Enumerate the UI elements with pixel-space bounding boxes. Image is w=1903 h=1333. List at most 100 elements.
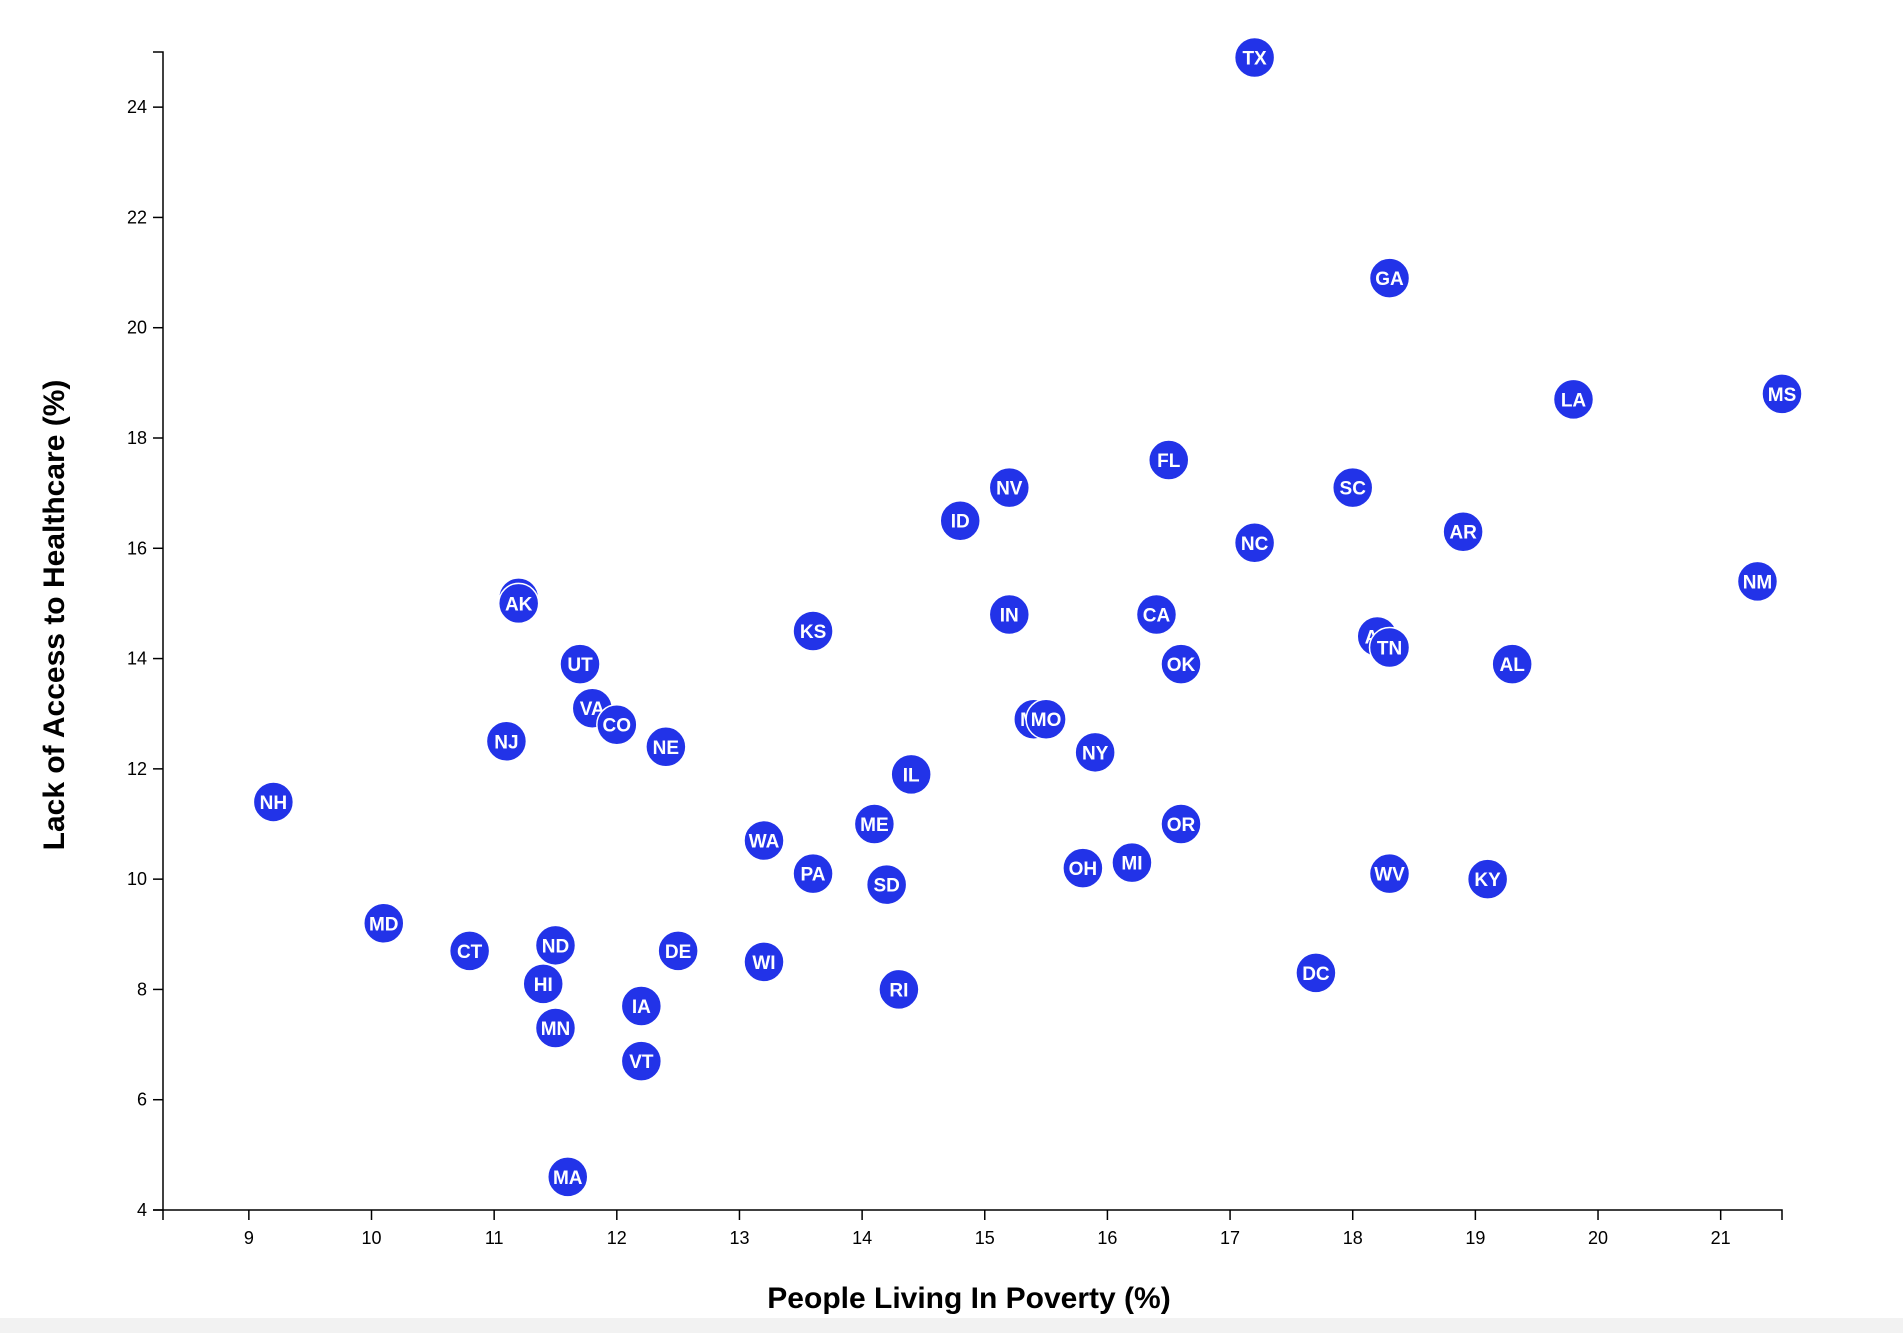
point-label: AL <box>1500 655 1526 676</box>
y-tick-label: 24 <box>127 97 147 117</box>
point-marker <box>792 610 834 652</box>
data-point-vt: VT <box>620 1040 663 1082</box>
point-marker <box>547 1156 589 1198</box>
point-label: KS <box>800 622 826 643</box>
data-point-la: LA <box>1552 378 1595 421</box>
x-tick-label: 16 <box>1097 1228 1117 1248</box>
x-axis: 9 10 11 12 13 14 15 16 17 18 19 20 21 <box>162 1209 1783 1248</box>
point-marker <box>1111 841 1153 884</box>
point-label: CT <box>457 942 483 963</box>
data-point-ak: AK <box>497 582 540 625</box>
x-tick-label: 13 <box>729 1228 749 1248</box>
point-marker <box>1233 522 1276 564</box>
x-axis-line <box>162 1209 1783 1220</box>
data-point-ia: IA <box>620 985 663 1027</box>
point-marker <box>620 1040 663 1082</box>
point-marker <box>534 1007 577 1049</box>
data-point-mi: MI <box>1111 841 1153 884</box>
point-marker <box>485 720 528 763</box>
data-point-id: ID <box>939 499 981 542</box>
data-points: TXGALAMSFLNVSCIDARNCNMWYAKINCAKSAZTNUTOK… <box>252 36 1803 1198</box>
point-marker <box>1062 847 1104 889</box>
point-marker <box>522 963 564 1005</box>
point-label: WV <box>1374 865 1405 886</box>
point-marker <box>878 968 920 1011</box>
point-label: TX <box>1242 49 1267 70</box>
point-label: ME <box>860 815 889 836</box>
point-label: IL <box>903 765 920 786</box>
data-point-me: ME <box>853 803 896 845</box>
data-point-ny: NY <box>1074 731 1116 774</box>
data-point-sd: SD <box>865 863 908 906</box>
point-label: VT <box>629 1052 654 1073</box>
point-label: AR <box>1449 523 1477 544</box>
data-point-ks: KS <box>792 610 834 652</box>
data-point-de: DE <box>657 930 699 972</box>
point-marker <box>1736 560 1779 603</box>
point-marker <box>1331 466 1374 509</box>
y-tick-label: 4 <box>137 1200 147 1220</box>
point-marker <box>1368 852 1411 895</box>
y-tick-label: 6 <box>137 1090 147 1110</box>
point-marker <box>1135 593 1178 636</box>
point-marker <box>865 863 908 906</box>
point-label: RI <box>889 980 908 1001</box>
point-marker <box>1442 510 1484 553</box>
point-label: NY <box>1082 743 1109 764</box>
point-marker <box>1160 643 1202 685</box>
data-point-ct: CT <box>448 930 491 972</box>
x-tick-label: 9 <box>244 1228 254 1248</box>
x-axis-title: People Living In Poverty (%) <box>767 1282 1170 1315</box>
point-marker <box>448 930 491 972</box>
x-tick-label: 20 <box>1588 1228 1608 1248</box>
data-point-ri: RI <box>878 968 920 1011</box>
point-label: CA <box>1143 605 1171 626</box>
point-label: OH <box>1069 859 1098 880</box>
data-point-oh: OH <box>1062 847 1104 889</box>
point-label: SC <box>1340 479 1367 500</box>
point-marker <box>1761 373 1803 415</box>
point-marker <box>853 803 896 845</box>
x-tick-label: 21 <box>1711 1228 1731 1248</box>
point-marker <box>1295 952 1337 994</box>
point-label: UT <box>567 655 593 676</box>
data-point-pa: PA <box>792 852 834 895</box>
data-point-ok: OK <box>1160 643 1202 685</box>
point-marker <box>1025 698 1067 740</box>
point-label: NH <box>260 793 287 814</box>
data-point-al: AL <box>1491 643 1533 685</box>
data-point-ma: MA <box>547 1156 589 1198</box>
y-tick-label: 20 <box>127 318 147 338</box>
point-marker <box>1466 858 1509 900</box>
data-point-il: IL <box>890 753 932 796</box>
point-label: LA <box>1561 390 1587 411</box>
y-axis-line <box>153 51 164 1211</box>
point-marker <box>559 643 601 685</box>
point-label: MS <box>1768 385 1797 406</box>
point-marker <box>1233 36 1276 79</box>
x-tick-label: 11 <box>485 1228 504 1248</box>
point-marker <box>1074 731 1116 774</box>
point-marker <box>1147 439 1190 481</box>
data-point-tx: TX <box>1233 36 1276 79</box>
y-tick-label: 22 <box>127 207 147 227</box>
point-label: MI <box>1121 854 1142 875</box>
y-tick-label: 10 <box>127 869 147 889</box>
data-point-nj: NJ <box>485 720 528 763</box>
data-point-nd: ND <box>534 924 577 967</box>
data-point-nc: NC <box>1233 522 1276 564</box>
point-label: DC <box>1302 964 1330 985</box>
point-marker <box>1160 803 1202 845</box>
data-point-ms: MS <box>1761 373 1803 415</box>
data-point-hi: HI <box>522 963 564 1005</box>
point-label: HI <box>534 975 553 996</box>
point-label: ND <box>542 936 569 957</box>
point-label: ID <box>951 512 970 533</box>
point-marker <box>988 466 1031 509</box>
y-axis-title: Lack of Access to Healthcare (%) <box>38 380 71 851</box>
x-tick-label: 17 <box>1220 1228 1240 1248</box>
point-label: MN <box>541 1019 571 1040</box>
data-point-nv: NV <box>988 466 1031 509</box>
point-marker <box>1368 257 1411 299</box>
